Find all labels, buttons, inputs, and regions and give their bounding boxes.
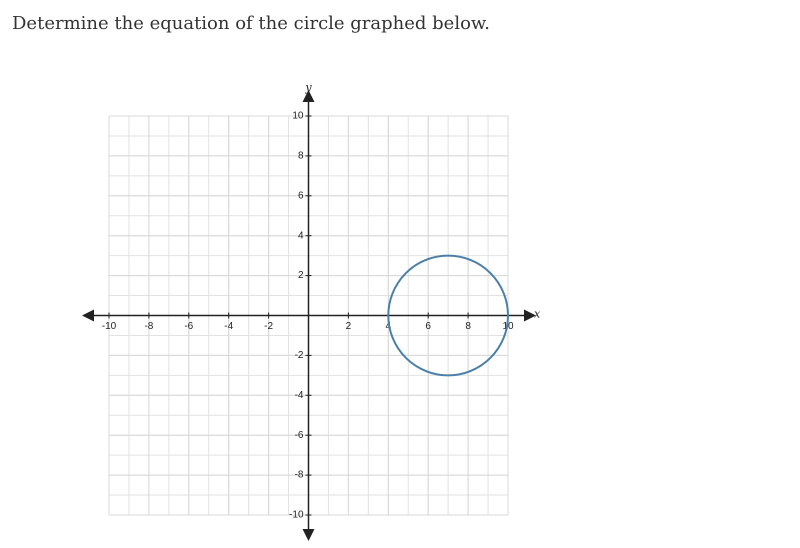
- y-tick-label: -8: [295, 470, 304, 481]
- y-tick-label: -2: [295, 350, 304, 361]
- x-tick-label: -6: [184, 321, 193, 332]
- x-tick-label: -4: [224, 321, 233, 332]
- circle: [387, 254, 509, 377]
- y-tick-label: -4: [295, 390, 304, 401]
- x-tick-label: -10: [102, 321, 117, 332]
- x-axis-label: x: [534, 308, 541, 321]
- question: Determine the equation of the circle gra…: [12, 13, 490, 34]
- x-tick-label: 10: [502, 321, 514, 332]
- y-tick-label: 2: [298, 270, 304, 281]
- y-axis-label: y: [304, 81, 312, 94]
- y-tick-label: 10: [292, 111, 304, 122]
- y-tick-label: 4: [298, 230, 304, 241]
- y-tick-label: -6: [295, 430, 304, 441]
- x-tick-label: 2: [346, 321, 352, 332]
- y-tick-label: 8: [298, 151, 304, 162]
- x-tick-label: 8: [465, 321, 471, 332]
- x-tick-label: -8: [144, 321, 153, 332]
- y-tick-label: -10: [289, 510, 304, 521]
- y-tick-label: 6: [298, 190, 304, 201]
- x-tick-label: -2: [264, 321, 273, 332]
- x-tick-label: 6: [425, 321, 431, 332]
